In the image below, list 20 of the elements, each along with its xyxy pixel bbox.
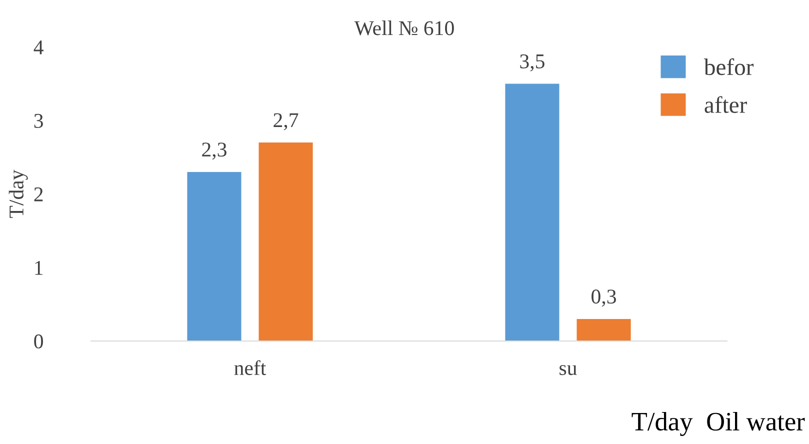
x-tick-label: su: [560, 365, 577, 376]
legend-label: after: [704, 96, 747, 113]
text: T/day Oil water: [632, 412, 805, 436]
legend-label: befor: [704, 58, 754, 76]
x-tick-label: neft: [234, 360, 266, 376]
data-label: 2,7: [274, 113, 298, 130]
data-label: 2,3: [202, 142, 226, 160]
y-tick-label: 3: [34, 114, 43, 128]
bar: [258, 142, 313, 341]
bar: [576, 318, 631, 341]
y-tick-label: 4: [34, 40, 44, 54]
y-tick-label: 1: [35, 260, 43, 275]
data-label: 3,5: [520, 54, 544, 72]
bar: [187, 172, 242, 341]
y-tick-label: 2: [34, 187, 43, 202]
y-tick-label: 0: [34, 334, 43, 348]
chart-title: Well № 610: [354, 20, 454, 36]
y-axis-title: T/day: [8, 170, 28, 218]
data-label: 0,3: [592, 290, 616, 307]
bar: [505, 84, 560, 341]
